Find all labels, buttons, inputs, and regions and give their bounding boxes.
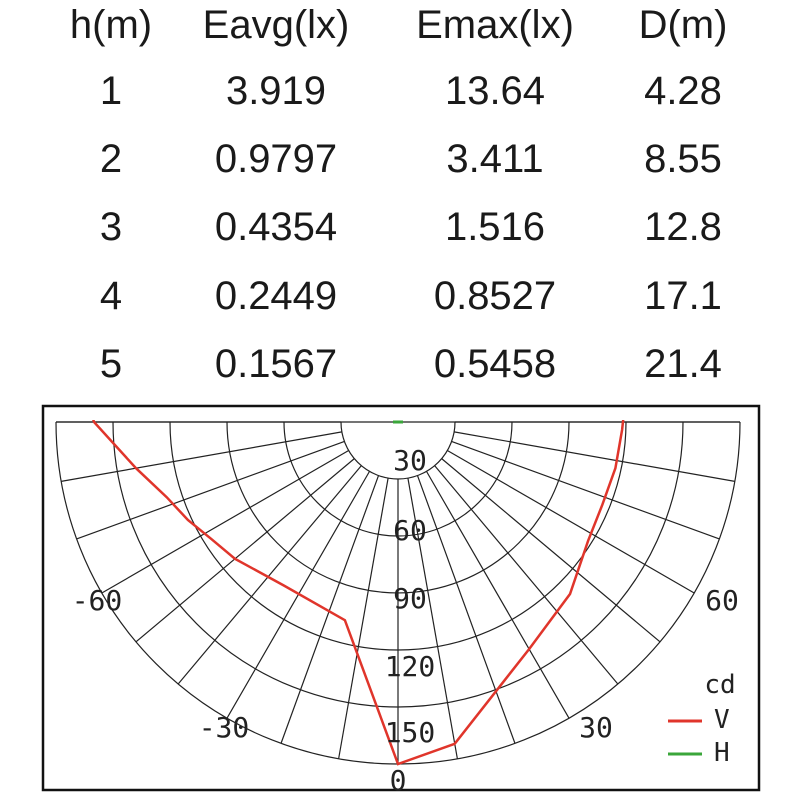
unit-label: cd — [704, 670, 735, 700]
grid-spoke — [441, 458, 661, 643]
grid-circle — [340, 421, 456, 480]
table-cell: 0.5458 — [433, 342, 557, 386]
angle-tick-label: -30 — [199, 711, 250, 744]
table-header: Eavg(lx) — [202, 3, 350, 47]
table-cell: 4 — [99, 274, 123, 318]
grid-spoke — [416, 475, 516, 744]
angle-tick-label: 30 — [579, 711, 613, 744]
radial-tick-label: 150 — [385, 716, 436, 749]
table-cell: 4.28 — [644, 69, 722, 113]
angle-tick-label: 60 — [705, 584, 739, 617]
grid-spoke — [451, 440, 720, 540]
table-cell: 1 — [99, 69, 123, 113]
series-V-curve — [92, 420, 625, 766]
angle-tick-label: -60 — [72, 584, 123, 617]
table-cell: 3 — [99, 205, 123, 249]
table-cell: 0.4354 — [214, 205, 338, 249]
chart-frame — [41, 404, 761, 792]
radial-tick-label: 30 — [393, 444, 427, 477]
table-cell: 1.516 — [444, 205, 546, 249]
polar-grid — [55, 421, 741, 765]
legend-label-h: H — [714, 738, 730, 768]
table-cell: 3.411 — [446, 137, 544, 181]
grid-spoke — [177, 465, 362, 685]
radial-tick-label: 0 — [390, 764, 407, 797]
table-header: h(m) — [69, 3, 153, 47]
grid-spoke — [407, 478, 458, 759]
table-cell: 13.64 — [444, 69, 546, 113]
radial-tick-label: 90 — [393, 582, 427, 615]
grid-spoke — [135, 458, 355, 643]
table-cell: 17.1 — [644, 274, 722, 318]
table-header: Emax(lx) — [416, 3, 574, 47]
table-cell: 2 — [99, 137, 123, 181]
legend: cd V H — [668, 670, 736, 768]
radial-tick-label: 60 — [393, 514, 427, 547]
table-cell: 0.8527 — [433, 274, 557, 318]
photometric-table: h(m) Eavg(lx) Emax(lx) D(m) 1 3.919 13.64 4.28 2… — [69, 3, 728, 386]
grid-spoke — [447, 449, 695, 594]
table-cell: 5 — [99, 342, 123, 386]
table-cell: 0.1567 — [214, 342, 338, 386]
table-cell: 8.55 — [644, 137, 722, 181]
grid-spoke — [425, 471, 570, 719]
grid-spoke — [434, 465, 619, 685]
grid-spoke — [76, 440, 345, 540]
table-cell: 3.919 — [225, 69, 327, 113]
table-cell: 0.2449 — [214, 274, 338, 318]
radial-tick-label: 120 — [385, 650, 436, 683]
polar-labels: 30 60 90 120 150 0 -60 60 -30 30 — [72, 444, 739, 797]
grid-spoke — [61, 431, 342, 482]
table-cell: 0.9797 — [214, 137, 338, 181]
grid-spoke — [101, 449, 349, 594]
grid-spoke — [338, 478, 389, 759]
table-header: D(m) — [638, 3, 728, 47]
table-cell: 21.4 — [644, 342, 722, 386]
curves — [92, 420, 625, 766]
grid-spoke — [454, 431, 735, 482]
table-cell: 12.8 — [644, 205, 722, 249]
grid-spoke — [280, 475, 380, 744]
legend-label-v: V — [714, 705, 730, 735]
